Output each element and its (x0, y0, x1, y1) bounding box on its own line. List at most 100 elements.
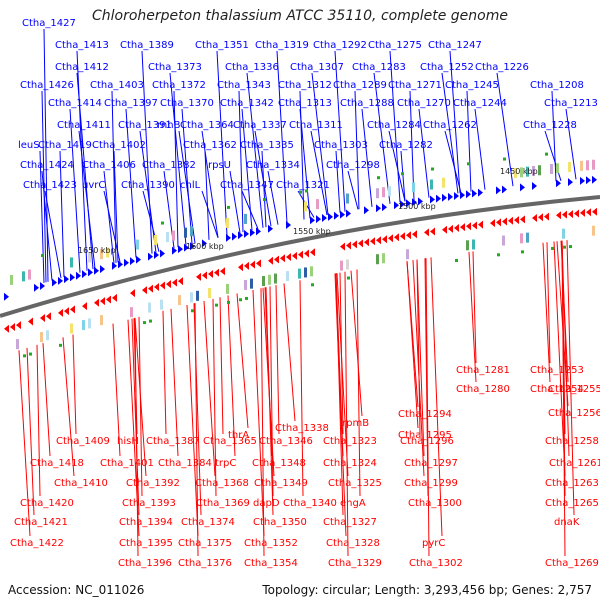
cog-block (592, 159, 595, 170)
cog-block (244, 279, 247, 290)
forward-gene-arrow (244, 229, 249, 238)
reverse-gene-arrow (274, 255, 279, 264)
reverse-gene-arrow (568, 210, 573, 219)
reverse-gene-arrow (58, 308, 63, 317)
reverse-gene-arrow (244, 261, 249, 270)
forward-gene-arrow (328, 212, 333, 221)
forward-leader-line (267, 170, 279, 225)
cog-block (262, 276, 265, 287)
forward-gene-label: Ctha_1311 (289, 120, 343, 131)
reverse-leader-line (194, 303, 199, 557)
reverse-gene-label: Ctha_1420 (20, 498, 74, 509)
green-marker (521, 250, 524, 254)
reverse-gene-label: Ctha_1369 (196, 498, 250, 509)
forward-gene-label: Ctha_1427 (22, 18, 76, 29)
forward-leader-line (111, 90, 117, 263)
forward-gene-arrow (64, 275, 69, 284)
forward-gene-arrow (580, 176, 585, 185)
cog-block (208, 288, 211, 299)
forward-gene-label: Ctha_1321 (276, 180, 330, 191)
reverse-gene-arrow (238, 263, 243, 272)
reverse-gene-arrow (448, 224, 453, 233)
forward-leader-line (466, 90, 472, 192)
forward-gene-label: Ctha_1342 (220, 98, 274, 109)
reverse-gene-label: Ctha_1329 (328, 558, 382, 569)
reverse-gene-arrow (256, 259, 261, 268)
cog-block (580, 160, 583, 171)
reverse-leader-line (416, 259, 421, 435)
cog-block (148, 302, 151, 313)
forward-leader-line (201, 130, 219, 238)
cog-block (136, 239, 139, 250)
cog-block (550, 163, 553, 174)
forward-leader-line (113, 150, 119, 263)
reverse-leader-line (236, 293, 249, 429)
cog-block (472, 239, 475, 250)
reverse-leader-lines (18, 240, 575, 557)
green-marker (563, 245, 566, 249)
forward-leader-line (311, 72, 329, 215)
cog-block (412, 182, 415, 193)
forward-gene-arrow (340, 210, 345, 219)
green-marker (305, 189, 308, 193)
reverse-leader-line (334, 273, 347, 537)
cog-block (514, 168, 517, 179)
reverse-gene-arrow (406, 231, 411, 240)
reverse-gene-arrow (592, 207, 597, 216)
cog-block (526, 166, 529, 177)
reverse-leader-line (412, 260, 425, 477)
cog-block (88, 252, 91, 263)
cog-block (130, 307, 133, 318)
reverse-gene-arrow (460, 223, 465, 232)
forward-leader-line (335, 150, 341, 213)
forward-gene-arrow (406, 199, 411, 208)
forward-gene-arrow (400, 200, 405, 209)
reverse-gene-arrow (376, 236, 381, 245)
forward-gene-arrow (34, 283, 39, 292)
reverse-gene-label: Ctha_1265 (545, 498, 599, 509)
cog-block (184, 227, 187, 238)
reverse-leader-line (299, 280, 304, 497)
forward-gene-label: rpsU (208, 160, 231, 171)
cog-block (286, 271, 289, 282)
forward-gene-arrow (454, 191, 459, 200)
forward-leader-line (299, 108, 311, 219)
forward-gene-labels: Ctha_1427 Ctha_1413 Ctha_1389 Ctha_1351 Ctha… (18, 18, 598, 191)
reverse-gene-arrow (454, 223, 459, 232)
forward-gene-arrow (520, 183, 525, 192)
reverse-gene-arrow (562, 210, 567, 219)
forward-leader-line (418, 108, 430, 198)
reverse-leader-line (561, 240, 566, 557)
reverse-leader-line (252, 289, 265, 537)
reverse-gene-label: Ctha_1323 (323, 436, 377, 447)
cog-block (106, 247, 109, 258)
cog-block (382, 187, 385, 198)
reverse-gene-arrow (388, 234, 393, 243)
forward-gene-label: Ctha_1284 (367, 120, 421, 131)
reverse-gene-arrow (148, 284, 153, 293)
forward-gene-arrow (40, 282, 45, 291)
forward-gene-label: Ctha_1389 (120, 40, 174, 51)
cog-block (190, 292, 193, 303)
reverse-gene-arrow (430, 227, 435, 236)
forward-gene-arrow (394, 201, 399, 210)
reverse-leader-line (227, 295, 236, 457)
forward-gene-label: Ctha_1391 (118, 120, 172, 131)
reverse-gene-label: Ctha_1327 (323, 517, 377, 528)
forward-gene-label: Ctha_1262 (423, 120, 477, 131)
forward-leader-line (201, 190, 219, 238)
cog-block (154, 235, 157, 246)
green-marker (551, 246, 554, 250)
forward-leader-line (69, 108, 81, 273)
reverse-gene-label: Ctha_1354 (244, 558, 298, 569)
reverse-gene-arrow (400, 232, 405, 241)
reverse-gene-arrow (196, 272, 201, 281)
cog-block (28, 269, 31, 280)
reverse-gene-arrow (94, 298, 99, 307)
cog-block (274, 273, 277, 284)
forward-gene-arrow (160, 249, 165, 258)
reverse-gene-arrow (370, 237, 375, 246)
forward-gene-arrow (460, 191, 465, 200)
reverse-gene-label: Ctha_1418 (30, 458, 84, 469)
forward-gene-label: Ctha_1403 (90, 80, 144, 91)
